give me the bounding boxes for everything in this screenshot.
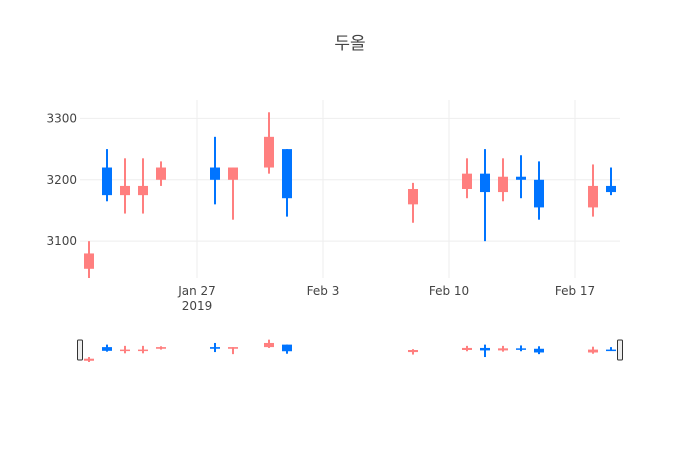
slider-track[interactable] <box>80 338 620 362</box>
candle-decreasing <box>156 161 166 186</box>
candle-body <box>102 167 112 196</box>
y-tick-label: 3300 <box>46 111 77 125</box>
candle-body <box>210 347 220 349</box>
candle-increasing <box>282 149 292 217</box>
candle-body <box>498 348 508 351</box>
slider-left-handle[interactable] <box>77 339 83 361</box>
candle-body <box>606 349 616 352</box>
candle-body <box>138 349 148 352</box>
range-slider[interactable] <box>77 338 623 362</box>
candle-body <box>228 167 238 180</box>
candle-body <box>498 176 508 193</box>
slider-candle <box>138 345 148 354</box>
candle-increasing <box>534 161 544 220</box>
slider-candle <box>264 339 274 348</box>
chart-title: 두올 <box>334 34 365 54</box>
candle-body <box>534 179 544 208</box>
slider-candle <box>84 357 94 362</box>
x-tick-label: Feb 10 <box>429 284 469 298</box>
x-tick-label: Feb 17 <box>555 284 595 298</box>
candle-body <box>408 189 418 205</box>
slider-right-handle[interactable] <box>617 339 623 361</box>
slider-candle <box>516 345 526 352</box>
candle-body <box>462 173 472 189</box>
slider-candle <box>462 345 472 352</box>
slider-candle <box>408 349 418 355</box>
slider-candle <box>282 344 292 354</box>
slider-candle <box>228 347 238 355</box>
candle-increasing <box>102 149 112 202</box>
candle-body <box>282 344 292 352</box>
candle-body <box>138 185 148 196</box>
candle-decreasing <box>498 158 508 202</box>
candle-body <box>84 253 94 269</box>
candle-body <box>516 176 526 180</box>
candle-decreasing <box>462 158 472 199</box>
slider-candle <box>102 344 112 352</box>
slider-candle <box>498 345 508 352</box>
candle-body <box>516 348 526 350</box>
slider-candle <box>480 344 490 358</box>
candle-body <box>156 347 166 349</box>
candle-body <box>264 136 274 168</box>
candle-body <box>228 347 238 349</box>
candle-body <box>480 173 490 193</box>
candle-increasing <box>210 136 220 205</box>
x-tick-label: Jan 27 <box>177 284 216 298</box>
candle-body <box>606 185 616 193</box>
slider-candle <box>588 346 598 354</box>
x-tick-label: Feb 3 <box>307 284 340 298</box>
candle-body <box>282 149 292 199</box>
slider-candle <box>210 342 220 353</box>
candle-increasing <box>480 149 490 242</box>
candle-decreasing <box>84 241 94 278</box>
candle-body <box>84 358 94 361</box>
y-tick-label: 3100 <box>46 234 77 248</box>
slider-candle <box>534 346 544 355</box>
candle-decreasing <box>408 182 418 223</box>
candle-body <box>120 185 130 196</box>
candle-body <box>480 347 490 351</box>
slider-candle <box>606 347 616 352</box>
slider-candle <box>120 345 130 354</box>
candle-body <box>210 167 220 180</box>
candle-increasing <box>606 167 616 196</box>
candle-increasing <box>516 155 526 199</box>
candle-body <box>588 349 598 353</box>
y-tick-label: 3200 <box>46 173 77 187</box>
candle-decreasing <box>588 164 598 217</box>
candle-body <box>534 348 544 353</box>
candle-body <box>156 167 166 180</box>
candle-decreasing <box>264 112 274 174</box>
candle-decreasing <box>138 158 148 214</box>
candle-body <box>264 342 274 348</box>
candle-body <box>120 349 130 352</box>
candle-body <box>102 347 112 351</box>
candle-decreasing <box>120 158 130 214</box>
slider-candle <box>156 346 166 350</box>
candle-body <box>462 347 472 350</box>
candle-layer <box>84 112 616 278</box>
candle-body <box>408 350 418 353</box>
grid-layer <box>80 100 620 278</box>
x-tick-year-label: 2019 <box>182 299 213 313</box>
candle-body <box>588 185 598 208</box>
candle-decreasing <box>228 167 238 220</box>
